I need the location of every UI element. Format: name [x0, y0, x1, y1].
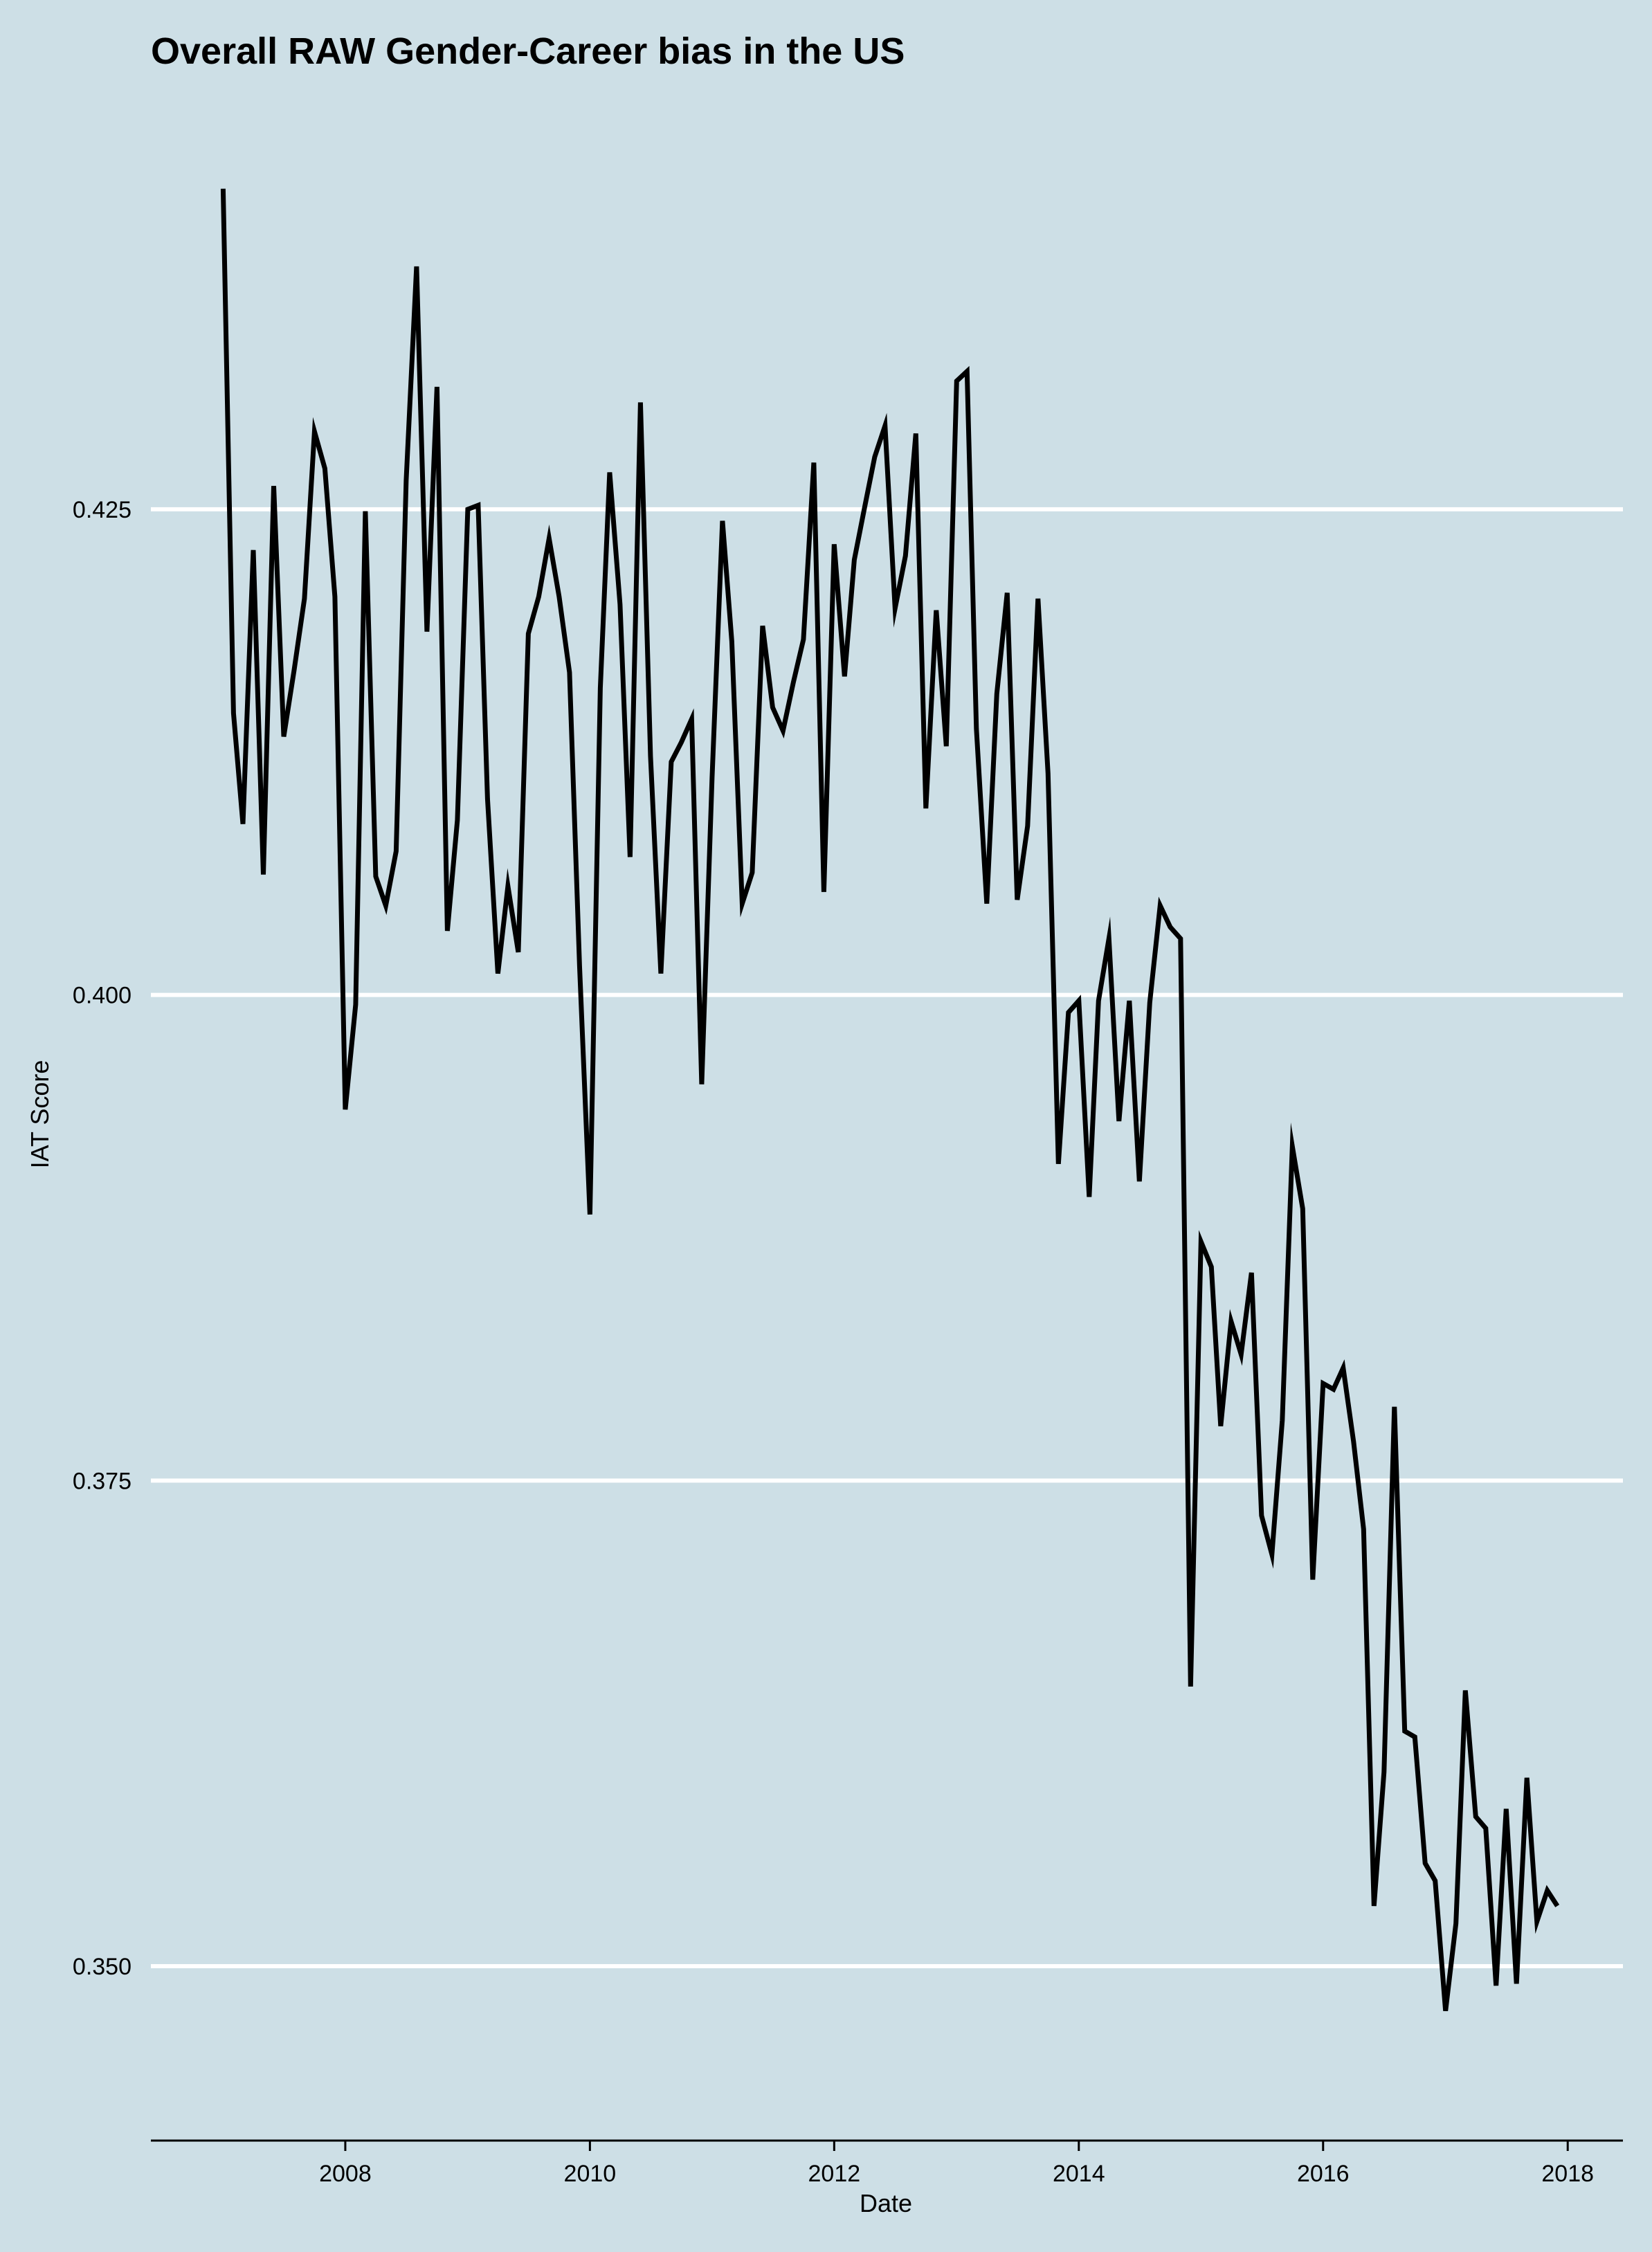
x-tick-label: 2012 [808, 2161, 861, 2187]
x-tick-label: 2014 [1053, 2161, 1105, 2187]
y-tick-label: 0.425 [73, 497, 131, 523]
y-tick-label: 0.375 [73, 1468, 131, 1494]
x-tick-label: 2016 [1297, 2161, 1350, 2187]
y-tick-labels: 0.350 0.375 0.400 0.425 [73, 497, 131, 1980]
x-tick-label: 2010 [564, 2161, 617, 2187]
x-tick-label: 2018 [1541, 2161, 1594, 2187]
y-tick-label: 0.350 [73, 1954, 131, 1980]
chart-title: Overall RAW Gender-Career bias in the US [151, 30, 905, 72]
x-tick-label: 2008 [319, 2161, 372, 2187]
grid [151, 507, 1623, 1969]
x-axis-label: Date [860, 2189, 912, 2217]
x-axis-ticks: 2008 2010 2012 2014 2016 2018 [319, 2141, 1594, 2187]
y-tick-label: 0.400 [73, 983, 131, 1009]
y-axis-label: IAT Score [26, 1060, 54, 1169]
series-line [220, 188, 1560, 2012]
